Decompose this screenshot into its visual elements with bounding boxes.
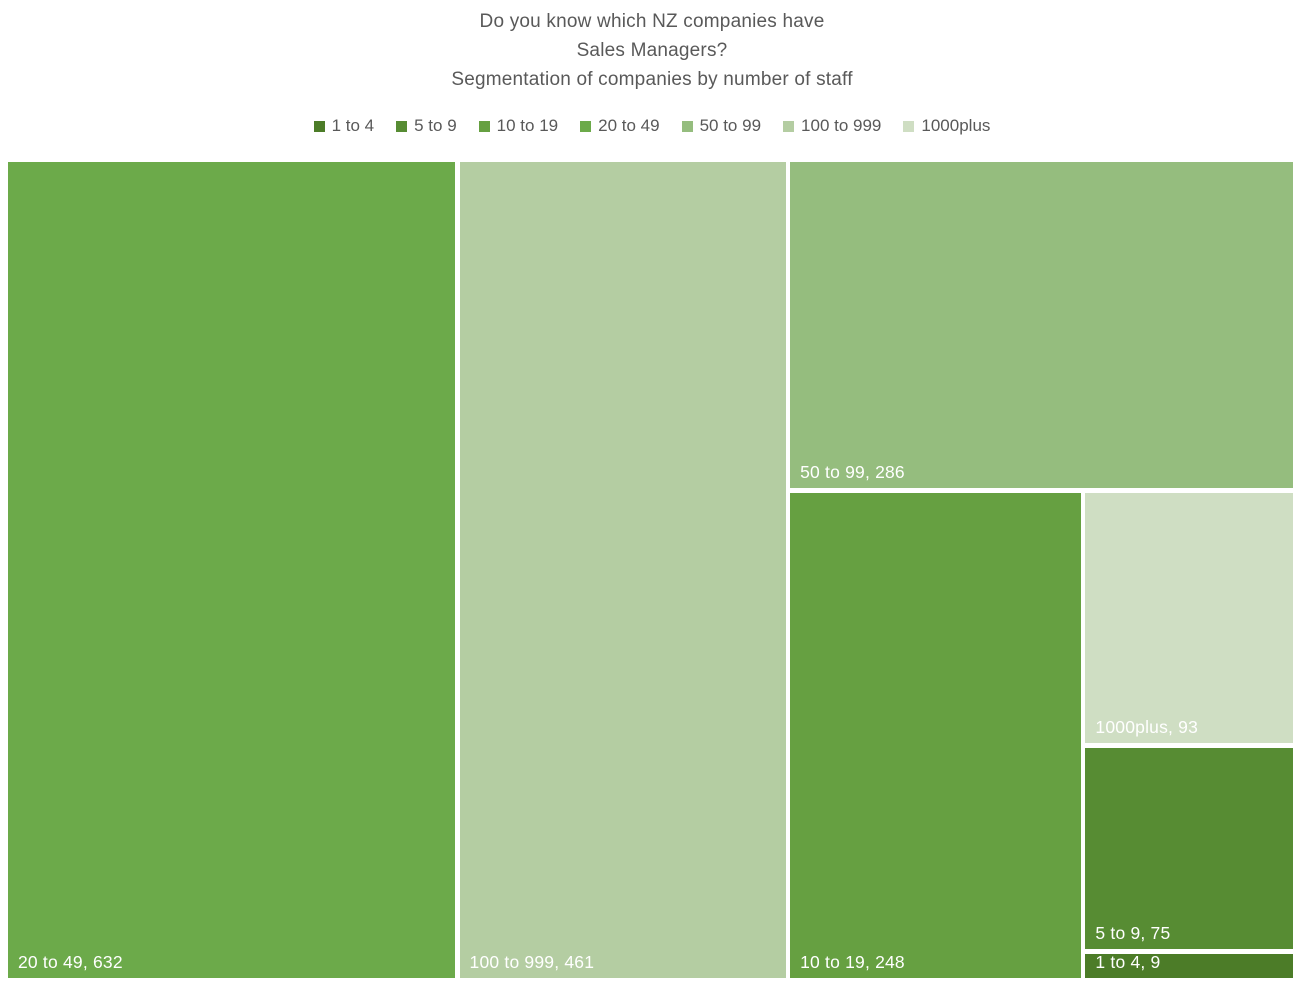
legend-item-20-to-49[interactable]: 20 to 49 <box>580 116 660 136</box>
chart-title-line-1: Do you know which NZ companies have <box>479 11 825 32</box>
treemap-cell-100-to-999[interactable]: 100 to 999, 461 <box>459 162 786 978</box>
legend-label: 100 to 999 <box>801 116 882 135</box>
legend-swatch-icon <box>580 120 592 132</box>
legend-label: 50 to 99 <box>699 116 762 135</box>
treemap-cell-label: 20 to 49, 632 <box>18 952 123 972</box>
legend-label: 5 to 9 <box>414 116 457 135</box>
legend-swatch-icon <box>396 120 408 132</box>
treemap-cell-5-to-9[interactable]: 5 to 9, 75 <box>1085 747 1293 950</box>
legend-item-10-to-19[interactable]: 10 to 19 <box>478 116 559 136</box>
treemap-cell-label: 10 to 19, 248 <box>800 951 905 972</box>
chart-title-line-3: Segmentation of companies by number of s… <box>451 69 853 90</box>
chart-title: Do you know which NZ companies have Sale… <box>0 7 1304 94</box>
legend-swatch-icon <box>478 120 490 132</box>
treemap-cell-1000plus[interactable]: 1000plus, 93 <box>1085 492 1293 744</box>
treemap-cell-label: 50 to 99, 286 <box>800 462 905 483</box>
legend-swatch-icon <box>313 120 325 132</box>
legend-label: 20 to 49 <box>598 116 660 135</box>
legend-swatch-icon <box>783 120 795 132</box>
treemap-cell-10-to-19[interactable]: 10 to 19, 248 <box>790 492 1081 978</box>
legend-item-50-to-99[interactable]: 50 to 99 <box>681 116 762 136</box>
treemap-cell-label: 100 to 999, 461 <box>469 952 595 972</box>
legend-item-100-to-999[interactable]: 100 to 999 <box>783 116 881 136</box>
treemap-cell-label: 1 to 4, 9 <box>1095 953 1161 972</box>
legend-label: 10 to 19 <box>496 116 559 135</box>
treemap-cell-label: 1000plus, 93 <box>1095 717 1199 738</box>
treemap-cell-label: 5 to 9, 75 <box>1095 923 1171 944</box>
legend-swatch-icon <box>681 120 693 132</box>
treemap-cell-50-to-99[interactable]: 50 to 99, 286 <box>790 162 1293 489</box>
legend-item-1000plus[interactable]: 1000plus <box>903 116 990 136</box>
treemap-cell-20-to-49[interactable]: 20 to 49, 632 <box>8 162 456 978</box>
legend-item-5-to-9[interactable]: 5 to 9 <box>396 116 457 136</box>
legend-swatch-icon <box>903 120 915 132</box>
treemap-cell-1-to-4[interactable]: 1 to 4, 9 <box>1085 953 1293 978</box>
treemap-plot-area: 20 to 49, 632 100 to 999, 461 50 to 99, 28… <box>8 162 1293 978</box>
legend-label: 1 to 4 <box>331 116 375 135</box>
chart-legend: 1 to 4 5 to 9 10 to 19 20 to 49 50 to 99 100 … <box>0 116 1304 136</box>
chart-title-line-2: Sales Managers? <box>576 40 728 61</box>
legend-item-1-to-4[interactable]: 1 to 4 <box>313 116 375 136</box>
legend-label: 1000plus <box>921 116 991 135</box>
